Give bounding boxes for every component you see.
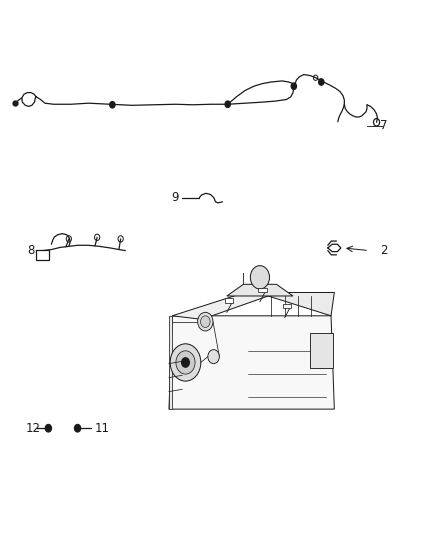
Circle shape: [110, 102, 115, 108]
Text: 12: 12: [25, 422, 40, 435]
Polygon shape: [245, 293, 334, 316]
Text: 2: 2: [380, 244, 388, 257]
Circle shape: [176, 351, 195, 374]
Bar: [258, 288, 267, 293]
Polygon shape: [169, 316, 172, 409]
Circle shape: [182, 358, 189, 367]
Text: 9: 9: [171, 191, 179, 204]
Circle shape: [291, 83, 297, 90]
Circle shape: [251, 265, 269, 289]
Text: 8: 8: [28, 244, 35, 257]
Bar: [283, 304, 291, 308]
Text: 11: 11: [95, 422, 110, 435]
Polygon shape: [169, 316, 334, 409]
Bar: [36, 250, 49, 260]
Circle shape: [170, 344, 201, 381]
Circle shape: [198, 312, 213, 331]
Circle shape: [46, 424, 51, 432]
Polygon shape: [172, 293, 268, 319]
Circle shape: [225, 101, 230, 108]
Bar: [225, 298, 233, 303]
Circle shape: [201, 316, 210, 327]
Circle shape: [319, 79, 324, 85]
Circle shape: [74, 424, 81, 432]
Text: 7: 7: [380, 119, 388, 133]
Polygon shape: [227, 284, 293, 296]
Bar: [310, 333, 333, 368]
Circle shape: [208, 350, 219, 364]
